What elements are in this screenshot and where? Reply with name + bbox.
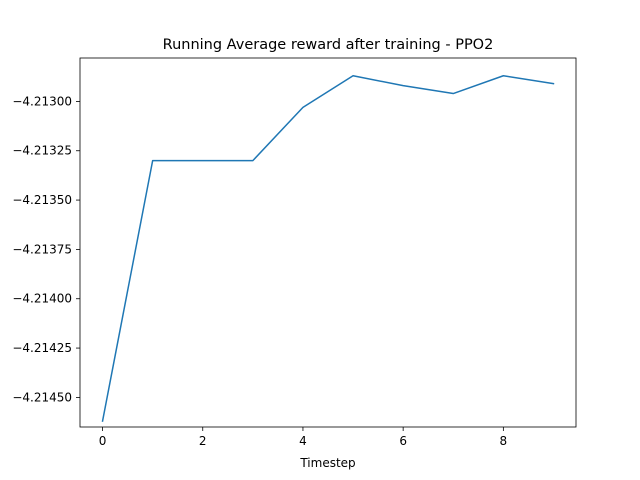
y-tick-label: −4.21375 (12, 242, 72, 256)
x-tick-label: 2 (199, 434, 207, 448)
y-tick-label: −4.21450 (12, 390, 72, 404)
y-tick-label: −4.21300 (12, 94, 72, 108)
x-tick-label: 4 (299, 434, 307, 448)
x-tick-label: 0 (99, 434, 107, 448)
x-tick-label: 8 (500, 434, 508, 448)
chart-title: Running Average reward after training - … (163, 37, 494, 53)
y-tick-label: −4.21350 (12, 193, 72, 207)
series-line (101, 75, 555, 422)
x-axis-label: Timestep (299, 456, 355, 470)
x-tick-label: 6 (399, 434, 407, 448)
y-tick-label: −4.21425 (12, 341, 72, 355)
plot-area: 0 2 4 6 8 −4.21450 −4.21425 −4.21400 −4.21375 −4.… (12, 57, 577, 448)
y-tick-label: −4.21400 (12, 292, 72, 306)
axes-frame (79, 57, 577, 428)
y-tick-label: −4.21325 (12, 144, 72, 158)
